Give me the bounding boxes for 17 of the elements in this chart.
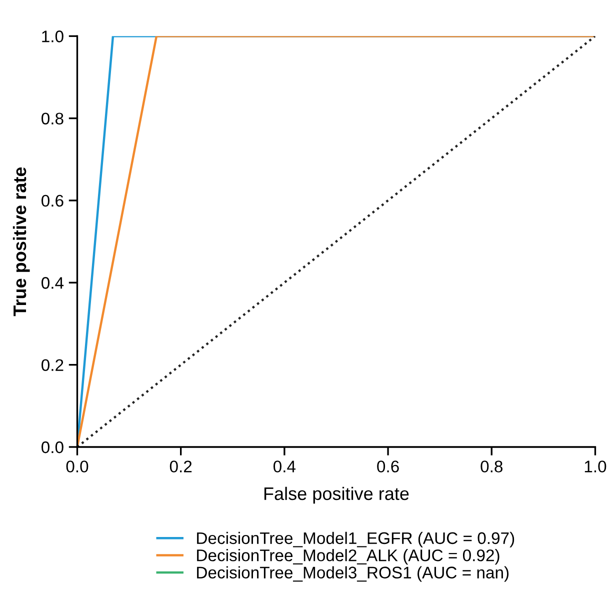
x-tick-label: 0.8 (480, 460, 502, 472)
x-tick-label: 0.4 (274, 460, 296, 472)
y-tick-label: 0.4 (42, 277, 64, 289)
y-tick-label: 0.8 (42, 112, 64, 124)
x-tick-label: 0.0 (66, 460, 88, 472)
y-tick-label: 1.0 (42, 30, 64, 42)
y-tick-label: 0.6 (42, 194, 64, 207)
legend-label: DecisionTree_Model1_EGFR (AUC = 0.97) (197, 532, 514, 548)
y-axis-title: True positive rate (12, 167, 30, 316)
y-tick-label: 0.0 (42, 441, 64, 454)
legend-label: DecisionTree_Model3_ROS1 (AUC = nan) (197, 566, 509, 582)
x-axis-title: False positive rate (264, 486, 409, 504)
legend-label: DecisionTree_Model2_ALK (AUC = 0.92) (197, 549, 500, 565)
x-tick-label: 0.6 (377, 460, 399, 472)
x-tick-label: 0.2 (170, 460, 192, 472)
y-tick-label: 0.2 (42, 359, 64, 372)
x-tick-label: 1.0 (584, 460, 606, 472)
